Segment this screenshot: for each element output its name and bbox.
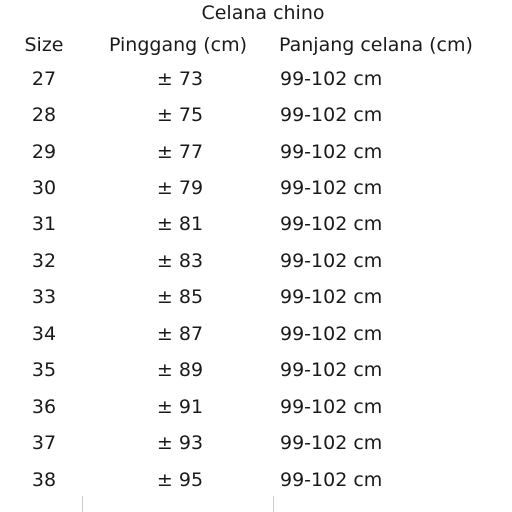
cell-length: 99-102 cm <box>280 396 383 418</box>
cell-size: 34 <box>31 323 57 345</box>
cell-size: 27 <box>31 68 57 90</box>
cell-length: 99-102 cm <box>280 323 383 345</box>
cell-waist: ± 89 <box>156 359 204 381</box>
cell-length: 99-102 cm <box>280 213 383 235</box>
cell-waist: ± 77 <box>156 141 204 163</box>
cell-size: 31 <box>31 213 57 235</box>
table-header: Size Pinggang (cm) Panjang celana (cm) <box>0 33 512 69</box>
cell-length: 99-102 cm <box>280 104 383 126</box>
column-divider <box>273 496 274 512</box>
cell-waist: ± 95 <box>156 469 204 491</box>
cell-length: 99-102 cm <box>280 177 383 199</box>
table-row: 31 ± 81 99-102 cm <box>0 212 512 248</box>
cell-size: 29 <box>31 141 57 163</box>
table-row: 33 ± 85 99-102 cm <box>0 285 512 321</box>
cell-length: 99-102 cm <box>280 250 383 272</box>
cell-waist: ± 85 <box>156 286 204 308</box>
cell-length: 99-102 cm <box>280 432 383 454</box>
cell-length: 99-102 cm <box>280 469 383 491</box>
table-row: 27 ± 73 99-102 cm <box>0 67 512 103</box>
cell-size: 28 <box>31 104 57 126</box>
table-row: 32 ± 83 99-102 cm <box>0 249 512 285</box>
cell-waist: ± 93 <box>156 432 204 454</box>
cell-size: 35 <box>31 359 57 381</box>
table-row: 35 ± 89 99-102 cm <box>0 358 512 394</box>
table-row: 34 ± 87 99-102 cm <box>0 322 512 358</box>
table-row: 37 ± 93 99-102 cm <box>0 431 512 467</box>
table-row: 38 ± 95 99-102 cm <box>0 468 512 504</box>
cell-waist: ± 87 <box>156 323 204 345</box>
cell-waist: ± 91 <box>156 396 204 418</box>
cell-waist: ± 75 <box>156 104 204 126</box>
cell-size: 32 <box>31 250 57 272</box>
header-length: Panjang celana (cm) <box>279 34 473 56</box>
cell-size: 36 <box>31 396 57 418</box>
table-row: 29 ± 77 99-102 cm <box>0 140 512 176</box>
cell-length: 99-102 cm <box>280 141 383 163</box>
table-row: 28 ± 75 99-102 cm <box>0 103 512 139</box>
cell-waist: ± 73 <box>156 68 204 90</box>
cell-length: 99-102 cm <box>280 286 383 308</box>
table-title: Celana chino <box>201 2 325 24</box>
cell-length: 99-102 cm <box>280 359 383 381</box>
cell-waist: ± 81 <box>156 213 204 235</box>
cell-size: 38 <box>31 469 57 491</box>
cell-size: 37 <box>31 432 57 454</box>
cell-length: 99-102 cm <box>280 68 383 90</box>
table-row: 30 ± 79 99-102 cm <box>0 176 512 212</box>
cell-size: 30 <box>31 177 57 199</box>
table-row: 36 ± 91 99-102 cm <box>0 395 512 431</box>
cell-size: 33 <box>31 286 57 308</box>
column-divider <box>82 496 83 512</box>
header-waist: Pinggang (cm) <box>108 34 248 56</box>
cell-waist: ± 83 <box>156 250 204 272</box>
cell-waist: ± 79 <box>156 177 204 199</box>
header-size: Size <box>24 34 64 56</box>
